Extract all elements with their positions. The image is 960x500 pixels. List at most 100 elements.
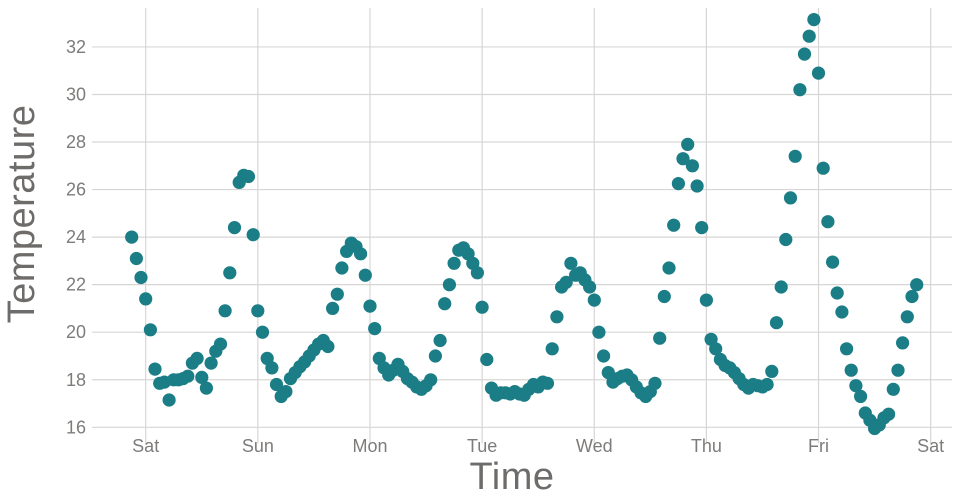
y-tick-label: 24 <box>66 227 86 247</box>
y-axis-title: Temperature <box>1 105 43 324</box>
data-point <box>849 379 863 393</box>
data-point <box>760 377 774 392</box>
x-tick-label: Thu <box>691 436 722 456</box>
data-point <box>891 363 905 377</box>
data-point <box>540 376 555 390</box>
data-point <box>335 261 349 275</box>
data-point <box>148 362 162 376</box>
data-point <box>428 349 442 363</box>
data-point <box>279 385 293 399</box>
data-point <box>143 323 157 337</box>
x-tick-label: Sat <box>917 436 944 456</box>
data-point <box>788 149 802 163</box>
data-point <box>765 364 779 378</box>
data-point <box>139 292 153 306</box>
data-point <box>255 325 270 339</box>
data-point <box>896 336 910 350</box>
y-tick-label: 30 <box>66 84 86 104</box>
data-point <box>793 83 807 97</box>
data-point <box>442 278 456 292</box>
data-point <box>709 342 723 356</box>
y-tick-label: 22 <box>66 275 86 295</box>
data-point <box>886 382 900 396</box>
data-point <box>662 261 676 275</box>
data-point <box>835 305 849 319</box>
data-point <box>900 310 914 324</box>
data-point <box>783 191 798 205</box>
data-point <box>653 331 667 345</box>
data-point <box>447 256 461 270</box>
x-tick-label: Mon <box>352 436 387 456</box>
data-point <box>321 339 335 354</box>
data-point <box>559 275 573 289</box>
data-point <box>368 322 382 336</box>
data-point <box>811 66 826 80</box>
data-point <box>844 363 858 377</box>
y-tick-label: 26 <box>66 180 86 200</box>
data-point <box>213 337 228 351</box>
data-point <box>181 369 195 383</box>
data-point <box>657 289 671 304</box>
data-point <box>774 280 788 294</box>
data-point <box>564 256 578 270</box>
x-tick-label: Tue <box>467 436 497 456</box>
data-point <box>241 169 256 184</box>
data-point <box>681 137 695 151</box>
data-point <box>223 266 237 280</box>
data-point <box>424 373 438 387</box>
data-point <box>195 370 209 384</box>
data-point <box>330 287 344 301</box>
data-point <box>545 342 559 356</box>
data-point <box>583 280 597 294</box>
data-point <box>251 304 265 318</box>
data-point <box>685 159 700 173</box>
data-point <box>882 407 896 421</box>
data-point <box>830 286 844 300</box>
data-point <box>204 356 218 370</box>
data-point <box>433 333 447 348</box>
data-point <box>690 179 704 193</box>
data-point <box>134 270 148 285</box>
gridlines <box>92 8 952 444</box>
data-point <box>597 349 611 363</box>
data-point <box>592 325 606 339</box>
data-points <box>125 13 924 436</box>
data-point <box>269 377 284 392</box>
data-point <box>821 215 835 229</box>
data-point <box>354 247 368 261</box>
data-point <box>326 301 340 315</box>
data-point <box>475 300 489 314</box>
x-tick-label: Sun <box>242 436 274 456</box>
y-tick-label: 32 <box>66 37 86 57</box>
x-axis-tick-labels: Sat Sun Mon Tue Wed Thu Fri Sat <box>132 436 944 456</box>
data-point <box>129 251 143 266</box>
x-axis-title: Time <box>469 456 554 498</box>
data-point <box>125 230 139 244</box>
y-tick-label: 28 <box>66 132 86 152</box>
data-point <box>246 228 260 242</box>
y-tick-label: 20 <box>66 322 86 342</box>
data-point <box>910 278 924 292</box>
data-point <box>190 351 204 365</box>
data-point <box>358 268 372 282</box>
data-point <box>199 381 213 395</box>
data-point <box>227 221 242 235</box>
data-point <box>648 376 662 390</box>
data-point <box>671 177 686 191</box>
data-point <box>826 255 840 269</box>
y-tick-label: 18 <box>66 370 86 390</box>
y-axis-tick-labels: 16 18 20 22 24 26 28 30 32 <box>66 37 86 437</box>
x-tick-label: Fri <box>808 436 829 456</box>
data-point <box>854 389 868 403</box>
data-point <box>807 13 821 27</box>
data-point <box>779 232 793 247</box>
x-tick-label: Wed <box>576 436 613 456</box>
data-point <box>667 218 681 232</box>
data-point <box>550 310 564 324</box>
data-point <box>797 47 812 61</box>
data-point <box>265 361 279 375</box>
y-tick-label: 16 <box>66 417 86 437</box>
data-point <box>470 266 484 280</box>
